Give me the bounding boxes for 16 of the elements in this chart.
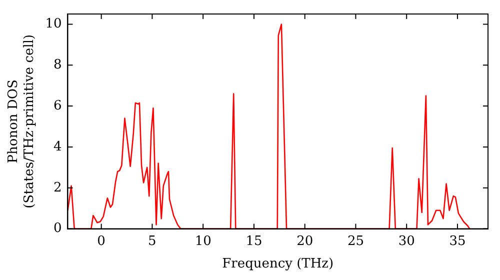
y-tick-label: 0 [53, 221, 62, 236]
y-axis-title: Phonon DOS (States/THz·primitive cell) [6, 34, 37, 208]
x-tick-label: 15 [246, 234, 262, 249]
y-tick-label: 4 [53, 139, 62, 154]
x-tick-label: 30 [398, 234, 415, 249]
y-tick-label: 10 [45, 16, 62, 32]
x-tick-label: 35 [449, 234, 466, 249]
x-tick-label: 0 [97, 234, 106, 249]
x-tick-label: 5 [148, 234, 156, 249]
x-tick-label: 20 [296, 234, 314, 249]
y-tick-label: 2 [53, 180, 62, 196]
y-tick-label: 8 [53, 58, 62, 73]
x-tick-label: 25 [347, 234, 364, 249]
y-tick-label: 6 [53, 98, 62, 114]
x-axis-title: Frequency (THz) [222, 256, 334, 272]
x-tick-label: 10 [194, 234, 212, 249]
